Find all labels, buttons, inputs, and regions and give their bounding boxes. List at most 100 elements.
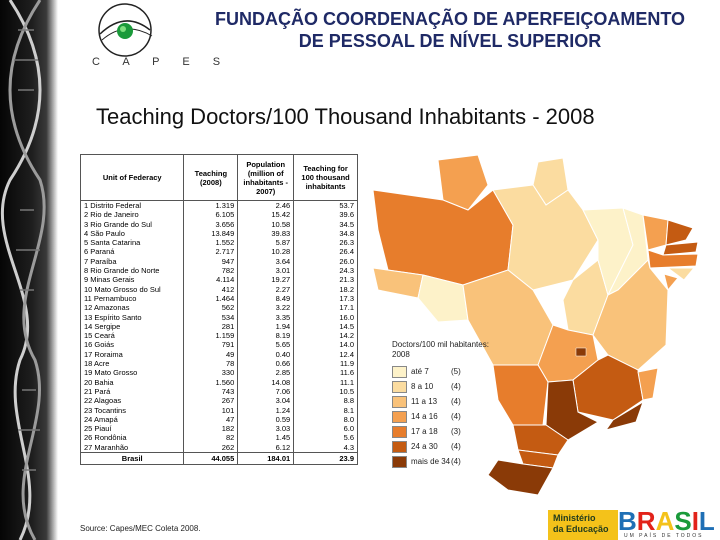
cell-teaching: 2.717	[183, 247, 239, 257]
table-row: 20 Bahia 1.560 14.08 11.1	[79, 377, 358, 387]
cell-population: 15.42	[237, 210, 295, 220]
cell-unit: 3 Rio Grande do Sul	[79, 219, 185, 229]
cell-population: 1.94	[237, 321, 295, 332]
cell-teaching: 101	[183, 405, 239, 415]
table-row: 15 Ceará 1.159 8.19 14.2	[79, 331, 358, 341]
legend-item: 17 a 18 (3)	[392, 424, 490, 439]
map-state-distrito-federal	[575, 347, 587, 357]
cell-rate: 17.3	[293, 293, 358, 304]
cell-unit: 23 Tocantins	[79, 405, 185, 415]
legend-label: mais de 34	[411, 457, 451, 466]
cell-teaching: 281	[183, 321, 239, 332]
cell-population: 0.59	[237, 414, 295, 425]
legend-count: (4)	[451, 457, 461, 466]
cell-unit: 15 Ceará	[79, 331, 185, 341]
legend-count: (3)	[451, 427, 461, 436]
cell-unit: 20 Bahia	[79, 377, 185, 387]
brasil-tagline: UM PAÍS DE TODOS	[624, 533, 704, 539]
table-row: 13 Espírito Santo 534 3.35 16.0	[79, 312, 358, 322]
legend-swatch	[392, 395, 407, 408]
dna-side-strip	[0, 0, 58, 540]
cell-unit: 1 Distrito Federal	[79, 200, 185, 211]
cell-teaching: 1.159	[183, 331, 239, 341]
brasil-logo: BRASIL UM PAÍS DE TODOS	[618, 508, 720, 540]
map-state-rio-de-janeiro	[604, 400, 644, 431]
cell-population: 3.22	[237, 303, 295, 313]
table-row: 22 Alagoas 267 3.04 8.8	[79, 396, 358, 406]
brasil-letter: L	[698, 506, 715, 536]
map-state-rio-grande-do-sul	[487, 459, 554, 495]
cell-population: 3.64	[237, 256, 295, 267]
legend-item: 11 a 13 (4)	[392, 394, 490, 409]
brasil-letter: B	[618, 506, 637, 536]
legend-count: (4)	[451, 412, 461, 421]
cell-teaching: 82	[183, 433, 239, 443]
cell-rate: 12.4	[293, 349, 358, 360]
cell-population: 5.87	[237, 238, 295, 248]
cell-teaching: 49	[183, 349, 239, 360]
ministerio-line1: Ministério	[553, 513, 596, 523]
table-row: 3 Rio Grande do Sul 3.656 10.58 34.5	[79, 219, 358, 229]
table-row: 26 Rondônia 82 1.45 5.6	[79, 433, 358, 443]
cell-teaching: 330	[183, 368, 239, 378]
table-row: 5 Santa Catarina 1.552 5.87 26.3	[79, 238, 358, 248]
legend-label: 24 a 30	[411, 442, 438, 451]
cell-unit: 12 Amazonas	[79, 303, 185, 313]
cell-rate: 34.5	[293, 219, 358, 229]
legend-swatch	[392, 455, 407, 468]
total-population: 184.01	[237, 452, 295, 466]
legend-swatch	[392, 410, 407, 423]
cell-rate: 26.4	[293, 247, 358, 257]
cell-unit: 13 Espírito Santo	[79, 312, 185, 322]
table-row: 19 Mato Grosso 330 2.85 11.6	[79, 368, 358, 378]
table-row: 21 Pará 743 7.06 10.5	[79, 386, 358, 397]
total-label: Brasil	[79, 452, 185, 466]
ministerio-educacao-logo: Ministério da Educação	[548, 510, 618, 540]
cell-teaching: 1.464	[183, 293, 239, 304]
doctors-table: Unit of Federacy Teaching (2008) Populat…	[79, 154, 358, 498]
legend-count: (4)	[451, 397, 461, 406]
cell-unit: 18 Acre	[79, 359, 185, 369]
legend-title: Doctors/100 mil habitantes: 2008	[392, 340, 489, 359]
table-row: 4 São Paulo 13.849 39.83 34.8	[79, 228, 358, 239]
legend-count: (4)	[451, 382, 461, 391]
cell-rate: 10.5	[293, 386, 358, 397]
cell-population: 8.19	[237, 331, 295, 341]
cell-population: 14.08	[237, 377, 295, 387]
brasil-letter: R	[636, 506, 656, 536]
header-title: FUNDAÇÃO COORDENAÇÃO DE APERFEIÇOAMENTO …	[180, 8, 720, 52]
slide-title: Teaching Doctors/100 Thousand Inhabitant…	[96, 104, 595, 129]
cell-population: 10.58	[237, 219, 295, 229]
cell-rate: 14.5	[293, 321, 358, 332]
cell-unit: 14 Sergipe	[79, 321, 185, 332]
cell-unit: 8 Rio Grande do Norte	[79, 266, 185, 276]
cell-population: 2.46	[237, 200, 295, 211]
total-rate: 23.9	[293, 452, 358, 466]
table-total-row: Brasil 44.055 184.01 23.9	[79, 452, 358, 466]
cell-rate: 14.0	[293, 340, 358, 350]
cell-teaching: 267	[183, 396, 239, 406]
legend-count: (5)	[451, 367, 461, 376]
cell-rate: 21.3	[293, 275, 358, 285]
legend-item: mais de 34 (4)	[392, 454, 490, 469]
cell-unit: 2 Rio de Janeiro	[79, 210, 185, 220]
cell-teaching: 1.560	[183, 377, 239, 387]
dna-helix-icon	[0, 0, 46, 540]
cell-teaching: 947	[183, 256, 239, 267]
cell-rate: 16.0	[293, 312, 358, 322]
table-row: 2 Rio de Janeiro 6.105 15.42 39.6	[79, 210, 358, 220]
cell-population: 2.85	[237, 368, 295, 378]
column-header-teaching: Teaching (2008)	[183, 154, 239, 201]
map-legend: Doctors/100 mil habitantes: 2008 até 7 (5…	[392, 340, 490, 469]
cell-population: 3.04	[237, 396, 295, 406]
header-title-line1: FUNDAÇÃO COORDENAÇÃO DE APERFEIÇOAMENTO	[214, 9, 685, 29]
map-state-rio-grande-do-norte	[665, 219, 694, 246]
table-row: 6 Paraná 2.717 10.28 26.4	[79, 247, 358, 257]
table-row: 7 Paraíba 947 3.64 26.0	[79, 256, 358, 267]
cell-rate: 8.8	[293, 396, 358, 406]
legend-label: 8 a 10	[411, 382, 434, 391]
cell-rate: 26.0	[293, 256, 358, 267]
cell-rate: 53.7	[293, 200, 358, 211]
legend-rows: até 7 (5) 8 a 10 (4) 11 a 13 (4) 14 a 16 (4) 17 …	[392, 364, 490, 469]
cell-teaching: 534	[183, 312, 239, 322]
